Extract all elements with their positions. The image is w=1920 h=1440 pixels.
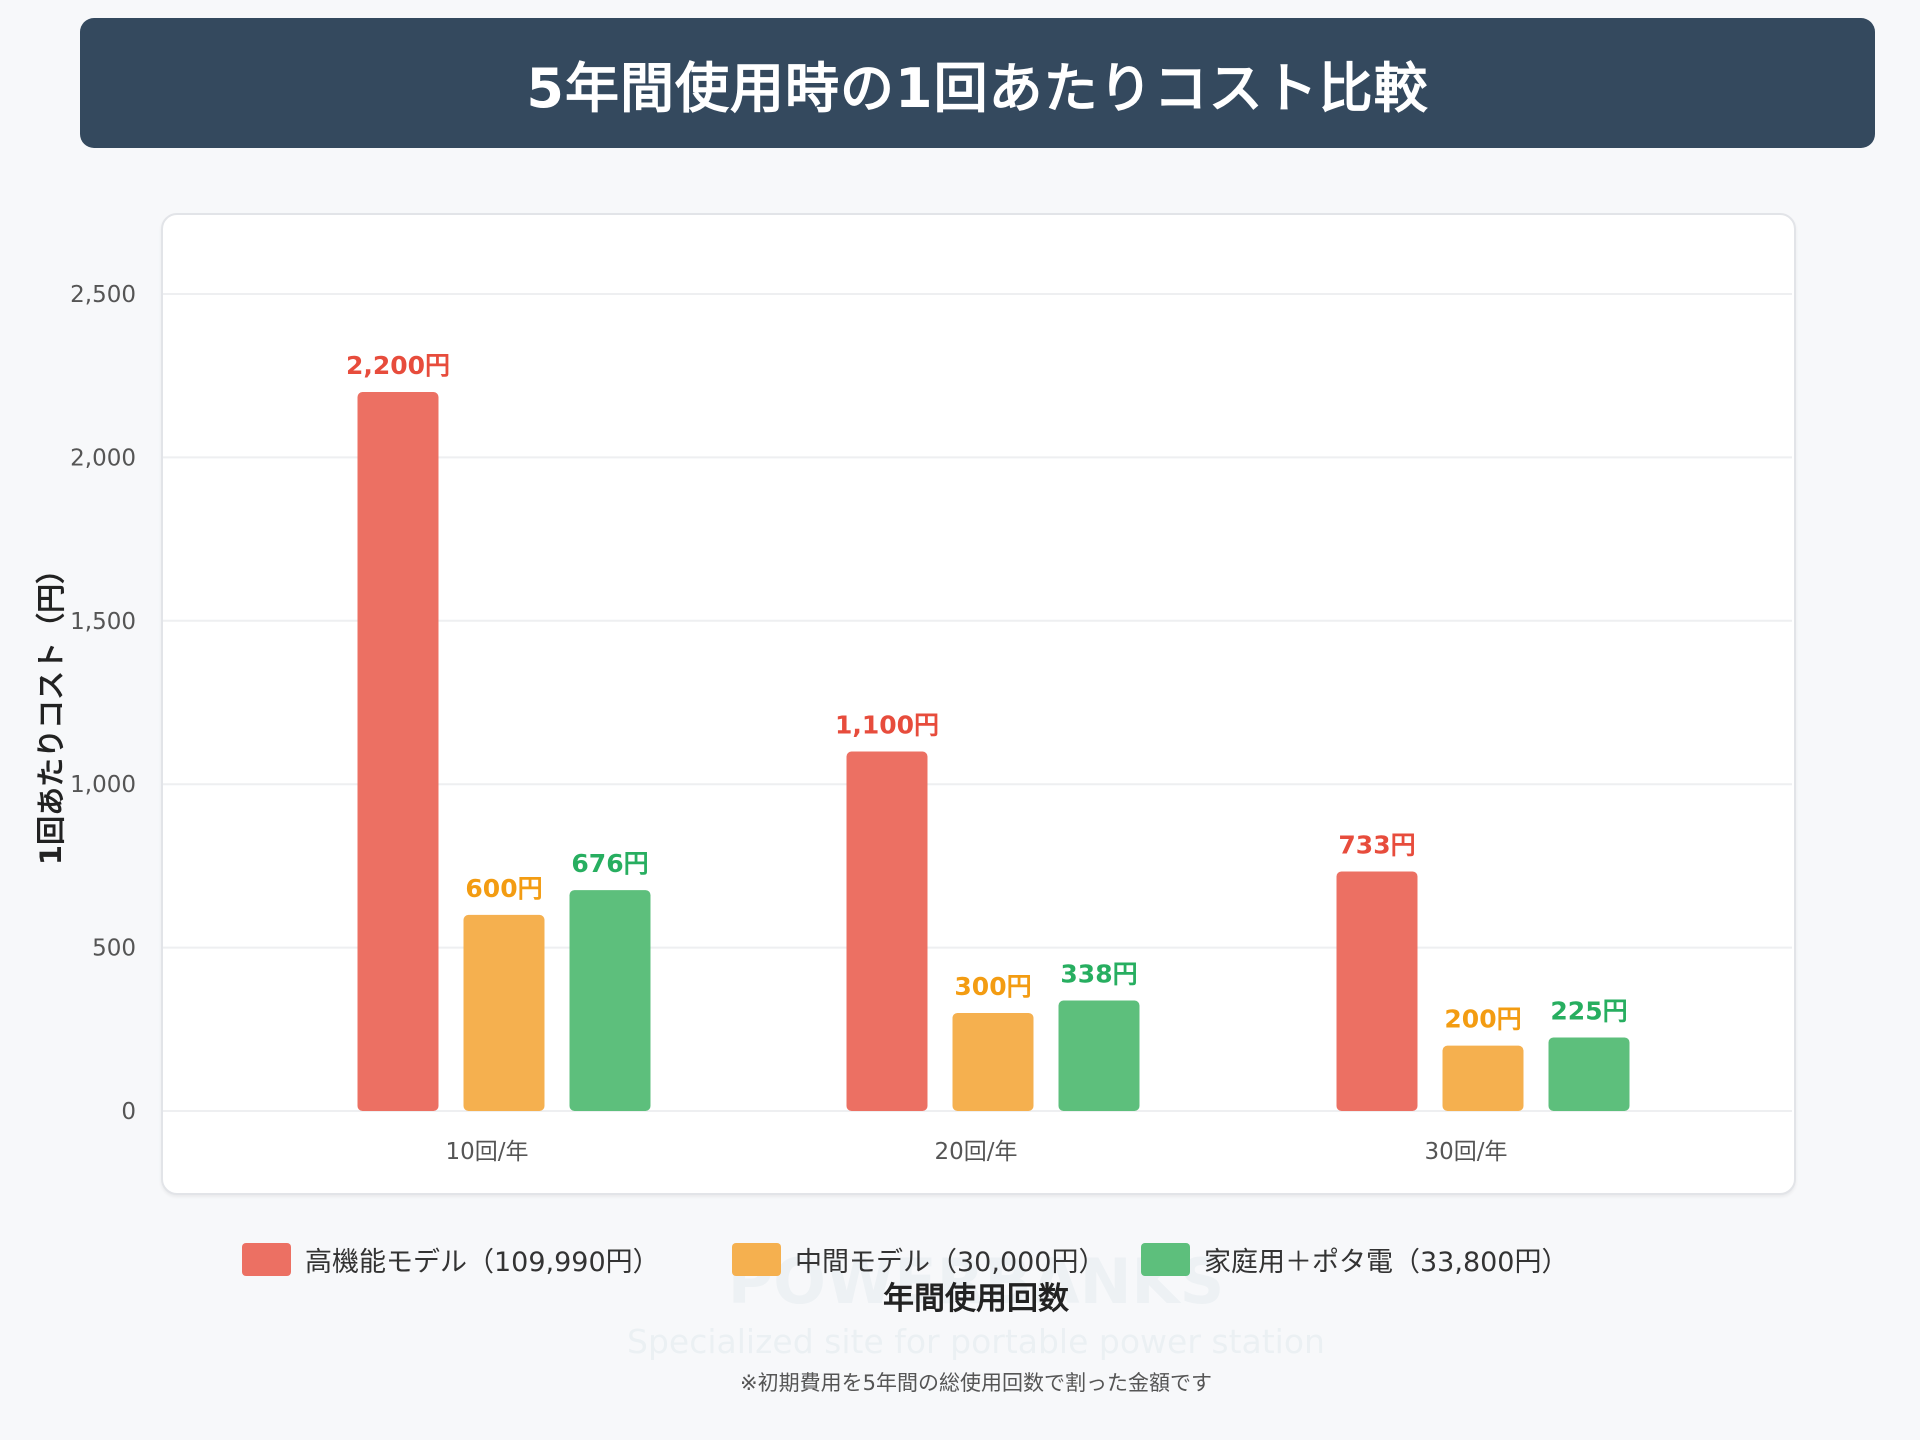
title-banner: 5年間使用時の1回あたりコスト比較 — [80, 18, 1875, 148]
legend-label: 高機能モデル（109,990円） — [305, 1247, 660, 1278]
legend-item-mid[interactable]: 中間モデル（30,000円） — [732, 1240, 1105, 1279]
data-label: 300円 — [954, 972, 1031, 1001]
data-label: 600円 — [465, 874, 542, 903]
legend-label: 家庭用＋ポタ電（33,800円） — [1204, 1247, 1569, 1278]
y-tick-label: 1,500 — [70, 609, 136, 635]
watermark-tagline: Specialized site for portable power stat… — [627, 1322, 1325, 1361]
legend-swatch — [242, 1243, 291, 1276]
y-tick-label: 2,500 — [70, 282, 136, 308]
bar — [569, 890, 651, 1111]
y-tick-label: 500 — [92, 936, 136, 962]
bar — [1548, 1037, 1630, 1111]
data-label: 2,200円 — [346, 351, 450, 380]
legend-label: 中間モデル（30,000円） — [795, 1247, 1106, 1278]
y-tick-label: 1,000 — [70, 772, 136, 798]
bar — [1058, 1000, 1140, 1111]
bar — [846, 751, 928, 1111]
data-label: 225円 — [1550, 996, 1627, 1025]
data-label: 733円 — [1338, 830, 1415, 859]
y-axis-title: 1回あたりコスト（円） — [34, 554, 68, 866]
data-label: 338円 — [1060, 960, 1137, 989]
x-tick-label: 10回/年 — [445, 1139, 528, 1165]
x-tick-label: 30回/年 — [1424, 1139, 1507, 1165]
legend-swatch — [1141, 1243, 1190, 1276]
legend: 高機能モデル（109,990円） 中間モデル（30,000円） 家庭用＋ポタ電（… — [0, 1240, 1920, 1280]
x-axis-title: 年間使用回数 — [883, 1281, 1069, 1317]
x-tick-label: 20回/年 — [934, 1139, 1017, 1165]
legend-swatch — [732, 1243, 781, 1276]
chart-title: 5年間使用時の1回あたりコスト比較 — [526, 56, 1429, 120]
legend-item-home[interactable]: 家庭用＋ポタ電（33,800円） — [1141, 1240, 1568, 1279]
footnote: ※初期費用を5年間の総使用回数で割った金額です — [740, 1371, 1212, 1395]
y-tick-label: 2,000 — [70, 445, 136, 471]
bar — [357, 392, 439, 1111]
data-label: 676円 — [571, 849, 648, 878]
bar — [463, 914, 545, 1111]
bar — [1336, 871, 1418, 1111]
legend-item-high-end[interactable]: 高機能モデル（109,990円） — [242, 1240, 660, 1279]
data-label: 200円 — [1444, 1005, 1521, 1034]
data-label: 1,100円 — [835, 711, 939, 740]
bar — [952, 1012, 1034, 1111]
y-tick-label: 0 — [121, 1099, 136, 1125]
bar — [1442, 1045, 1524, 1111]
